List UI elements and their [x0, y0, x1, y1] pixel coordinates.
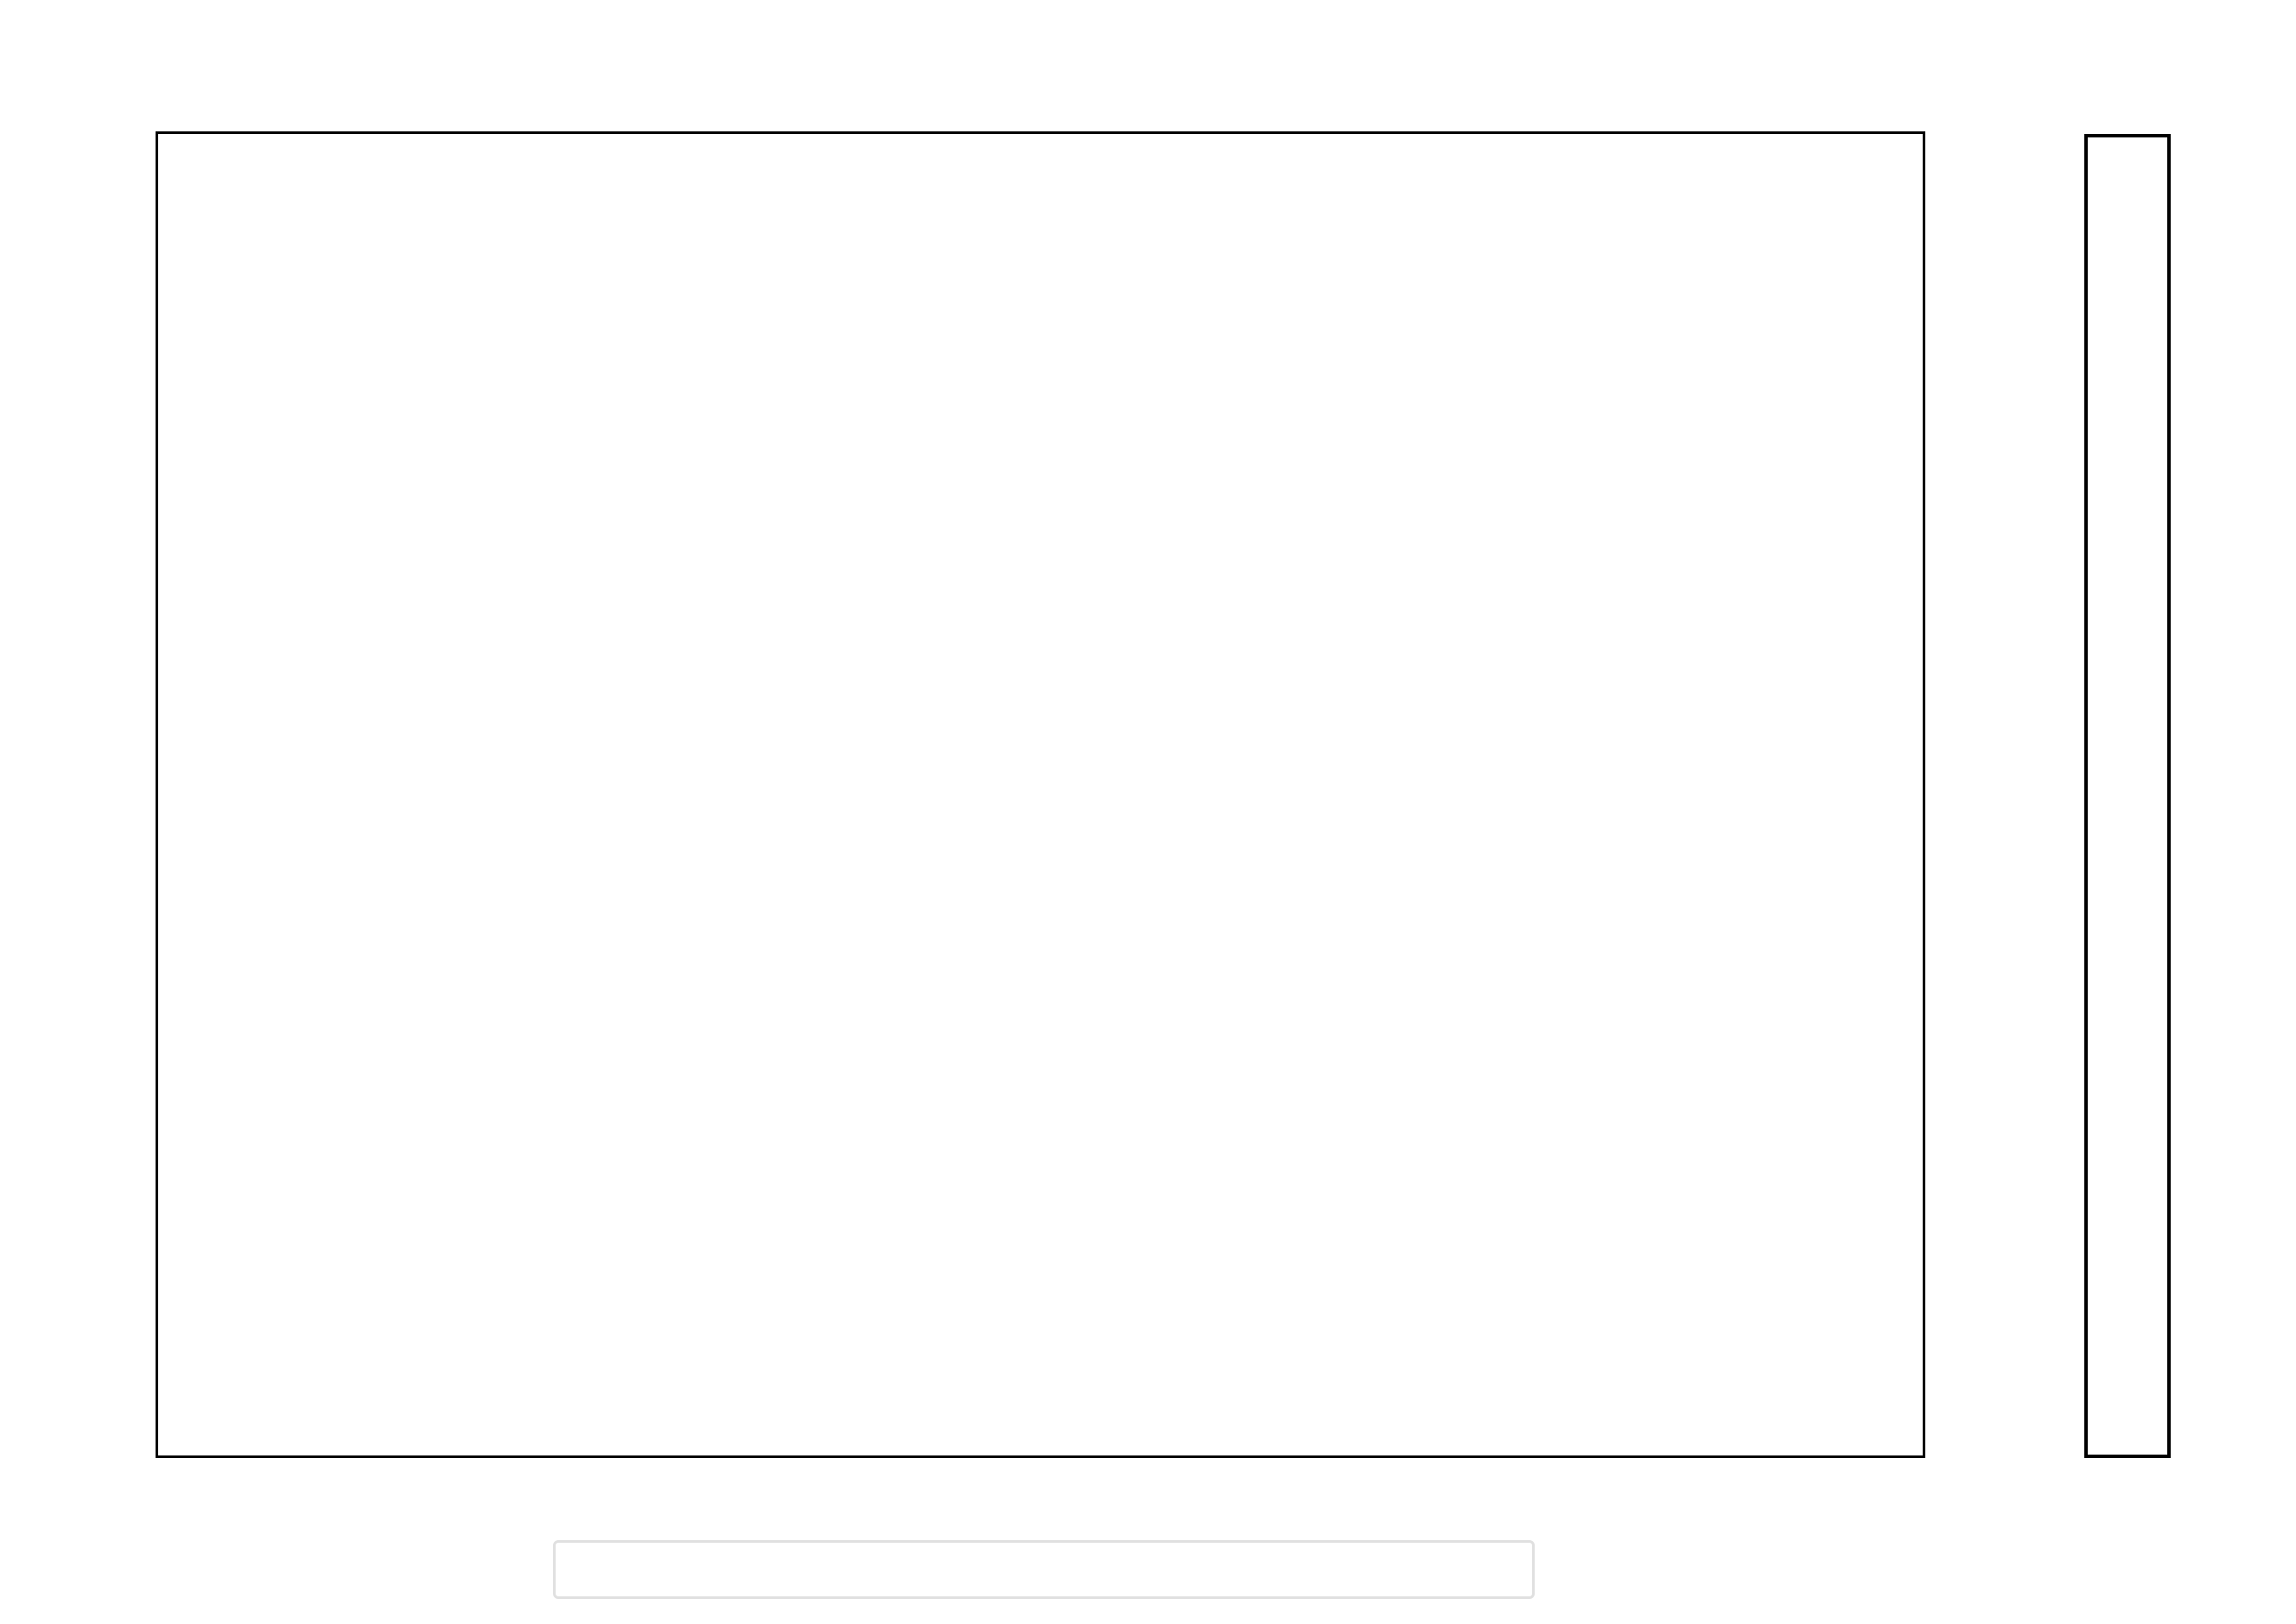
- sst-map-inner: [158, 134, 1923, 1455]
- bathymetry-legend[interactable]: [553, 1540, 1535, 1599]
- legend-line-swatch: [998, 1567, 1074, 1572]
- colorbar-gradient: [2088, 137, 2167, 1455]
- legend-item[interactable]: [862, 1567, 953, 1572]
- legend-item[interactable]: [998, 1567, 1090, 1572]
- colorbar[interactable]: [2084, 134, 2171, 1458]
- sst-map-plot[interactable]: [156, 131, 1925, 1458]
- legend-item[interactable]: [1135, 1567, 1226, 1572]
- legend-line-swatch: [862, 1567, 938, 1572]
- sst-heatmap-canvas: [158, 134, 1923, 1455]
- legend-line-swatch: [1135, 1567, 1211, 1572]
